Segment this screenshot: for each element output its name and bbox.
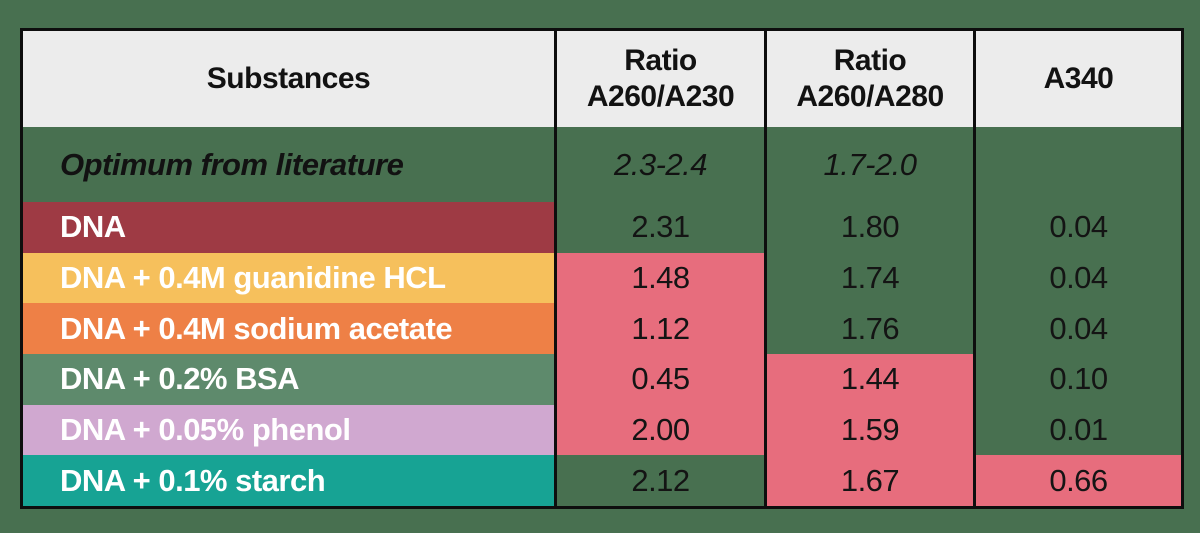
column-header-label: A260/A230 — [586, 80, 735, 113]
cell-a260-a230: 2.12 — [554, 455, 764, 506]
cell-a260-a230: 2.31 — [554, 202, 764, 253]
optimum-ratio-a260-a280: 1.7-2.0 — [764, 127, 973, 202]
cell-a260-a280: 1.59 — [764, 404, 973, 456]
cell-a260-a230: 2.00 — [554, 404, 764, 456]
optimum-a340 — [973, 127, 1181, 202]
row-label-bsa: DNA + 0.2% BSA — [23, 354, 554, 405]
column-header-label: Ratio — [833, 44, 907, 77]
cell-a260-a280: 1.76 — [764, 303, 973, 354]
row-label-guanidine-hcl: DNA + 0.4M guanidine HCL — [23, 252, 554, 304]
cell-a260-a230: 1.48 — [554, 252, 764, 304]
cell-a340: 0.04 — [973, 303, 1181, 354]
cell-a340: 0.10 — [973, 354, 1181, 405]
cell-a260-a280: 1.80 — [764, 202, 973, 253]
optimum-row-label: Optimum from literature — [60, 146, 404, 182]
row-label-dna: DNA — [23, 202, 554, 253]
absorbance-results-table: Substances Ratio A260/A230 Ratio A260/A2… — [20, 28, 1184, 509]
column-header-label: Ratio — [624, 44, 697, 77]
column-header-ratio-a260-a230: Ratio A260/A230 — [554, 31, 764, 127]
cell-a340: 0.01 — [973, 404, 1181, 456]
column-header-label: Substances — [206, 62, 371, 95]
column-header-label: A260/A280 — [796, 80, 944, 113]
cell-a260-a280: 1.74 — [764, 252, 973, 304]
column-header-substances: Substances — [23, 31, 554, 127]
column-header-a340: A340 — [973, 31, 1181, 127]
cell-a260-a280: 1.44 — [764, 354, 973, 405]
row-label-sodium-acetate: DNA + 0.4M sodium acetate — [23, 303, 554, 354]
optimum-ratio-a260-a230: 2.3-2.4 — [554, 127, 764, 202]
column-header-label: A340 — [1043, 62, 1114, 95]
row-label-starch: DNA + 0.1% starch — [23, 455, 554, 506]
cell-a340: 0.66 — [973, 455, 1181, 506]
row-label-phenol: DNA + 0.05% phenol — [23, 404, 554, 456]
column-header-ratio-a260-a280: Ratio A260/A280 — [764, 31, 973, 127]
cell-a260-a230: 0.45 — [554, 354, 764, 405]
cell-a340: 0.04 — [973, 252, 1181, 304]
cell-a260-a280: 1.67 — [764, 455, 973, 506]
cell-a260-a230: 1.12 — [554, 303, 764, 354]
cell-a340: 0.04 — [973, 202, 1181, 253]
